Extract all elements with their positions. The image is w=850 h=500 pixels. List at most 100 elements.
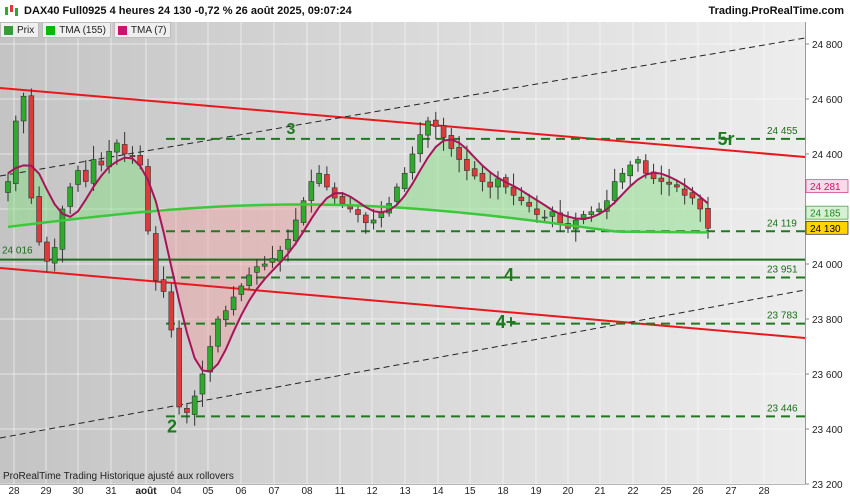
y-axis-background <box>805 22 850 484</box>
x-tick-label: 30 <box>72 486 84 497</box>
candle <box>471 161 478 180</box>
tma-fill <box>163 209 172 267</box>
y-tick-label: 24 800 <box>812 40 843 51</box>
candle-body <box>479 173 486 182</box>
candle <box>355 205 361 223</box>
candle-body <box>697 198 704 210</box>
candle-body <box>176 327 182 408</box>
candle <box>28 88 35 204</box>
candle <box>324 166 330 191</box>
level-value-label: 23 951 <box>767 264 798 275</box>
candle <box>440 117 447 151</box>
y-tick-label: 23 800 <box>812 315 843 326</box>
candle <box>526 193 532 213</box>
candle-body <box>409 153 416 173</box>
legend-label: TMA (155) <box>59 24 106 36</box>
level-value-label: 24 119 <box>767 218 797 229</box>
candle <box>75 165 81 192</box>
candle-body <box>518 196 525 202</box>
candle-body <box>425 120 431 136</box>
candle <box>487 171 494 199</box>
candle <box>215 315 221 353</box>
candle <box>448 128 455 157</box>
candle <box>417 122 424 163</box>
candle-body <box>588 211 595 215</box>
wave-label: 4 <box>504 265 514 285</box>
tma-fill <box>404 183 413 209</box>
wave-label: 3 <box>287 121 296 138</box>
x-tick-label: 22 <box>627 486 639 497</box>
candle <box>44 236 50 272</box>
candle <box>285 229 291 262</box>
candle-body <box>152 233 159 281</box>
candle <box>199 360 206 407</box>
x-tick-label: 27 <box>725 486 737 497</box>
tma-fill <box>109 161 117 216</box>
candle <box>152 226 159 291</box>
candle <box>12 115 19 192</box>
candle <box>59 205 66 263</box>
candle-body <box>526 202 532 207</box>
legend-label: TMA (7) <box>130 24 167 36</box>
trendline-lower-dashed <box>0 289 806 439</box>
candle-body <box>207 346 214 373</box>
legend-swatch <box>46 25 56 35</box>
candle-body <box>464 158 470 171</box>
y-tick-label: 23 400 <box>812 425 843 436</box>
level-value-label: 23 783 <box>767 311 798 322</box>
tma-fill <box>132 158 141 214</box>
x-tick-label: 28 <box>758 486 770 497</box>
candle <box>627 160 634 187</box>
candle <box>658 165 665 195</box>
candle <box>67 182 74 215</box>
tma-fill <box>256 204 265 289</box>
candle <box>191 390 198 426</box>
candle-body <box>456 147 462 160</box>
candle <box>176 320 182 415</box>
tma-fill <box>233 205 242 332</box>
chart-title: DAX40 Full0925 4 heures 24 130 -0,72 % 2… <box>24 5 352 17</box>
candle-body <box>417 134 424 155</box>
candle-body <box>666 181 672 185</box>
candle-body <box>199 373 206 395</box>
trendline-upper-dashed <box>0 37 806 177</box>
candle-body <box>627 164 634 177</box>
candle <box>246 267 252 290</box>
price-tag <box>805 205 849 220</box>
tma-fill <box>116 157 125 215</box>
candle-body <box>611 181 618 201</box>
tma-fill <box>93 175 102 217</box>
tma-fill <box>179 208 187 333</box>
candle <box>541 210 548 223</box>
tma-fill <box>622 186 631 232</box>
x-tick-label: août <box>135 486 157 497</box>
legend-item-tma-7[interactable]: TMA (7) <box>113 22 172 38</box>
tma-fill <box>661 173 670 233</box>
x-tick-label: 18 <box>497 486 509 497</box>
chart-type-icon[interactable] <box>4 4 20 18</box>
candle-body <box>12 120 19 184</box>
tma-fill <box>653 172 662 233</box>
candle <box>238 283 245 302</box>
candle <box>401 167 408 192</box>
legend-item-prix[interactable]: Prix <box>0 22 40 38</box>
candle <box>666 168 672 196</box>
tma-fill <box>194 207 203 371</box>
tma-7-line <box>7 138 709 373</box>
candle <box>432 111 439 140</box>
tma-fill <box>583 217 592 229</box>
candle-body <box>246 274 252 286</box>
candle <box>51 238 58 272</box>
x-tick-label: 04 <box>170 486 182 497</box>
candle-body <box>285 238 291 250</box>
tma-fill <box>412 170 421 210</box>
tma-fill <box>124 157 133 214</box>
candle <box>588 206 595 222</box>
level-value-label: 24 455 <box>767 126 798 137</box>
legend-item-tma-155[interactable]: TMA (155) <box>42 22 111 38</box>
candle <box>82 160 89 188</box>
x-tick-label: 15 <box>464 486 476 497</box>
candle-body <box>5 181 11 193</box>
